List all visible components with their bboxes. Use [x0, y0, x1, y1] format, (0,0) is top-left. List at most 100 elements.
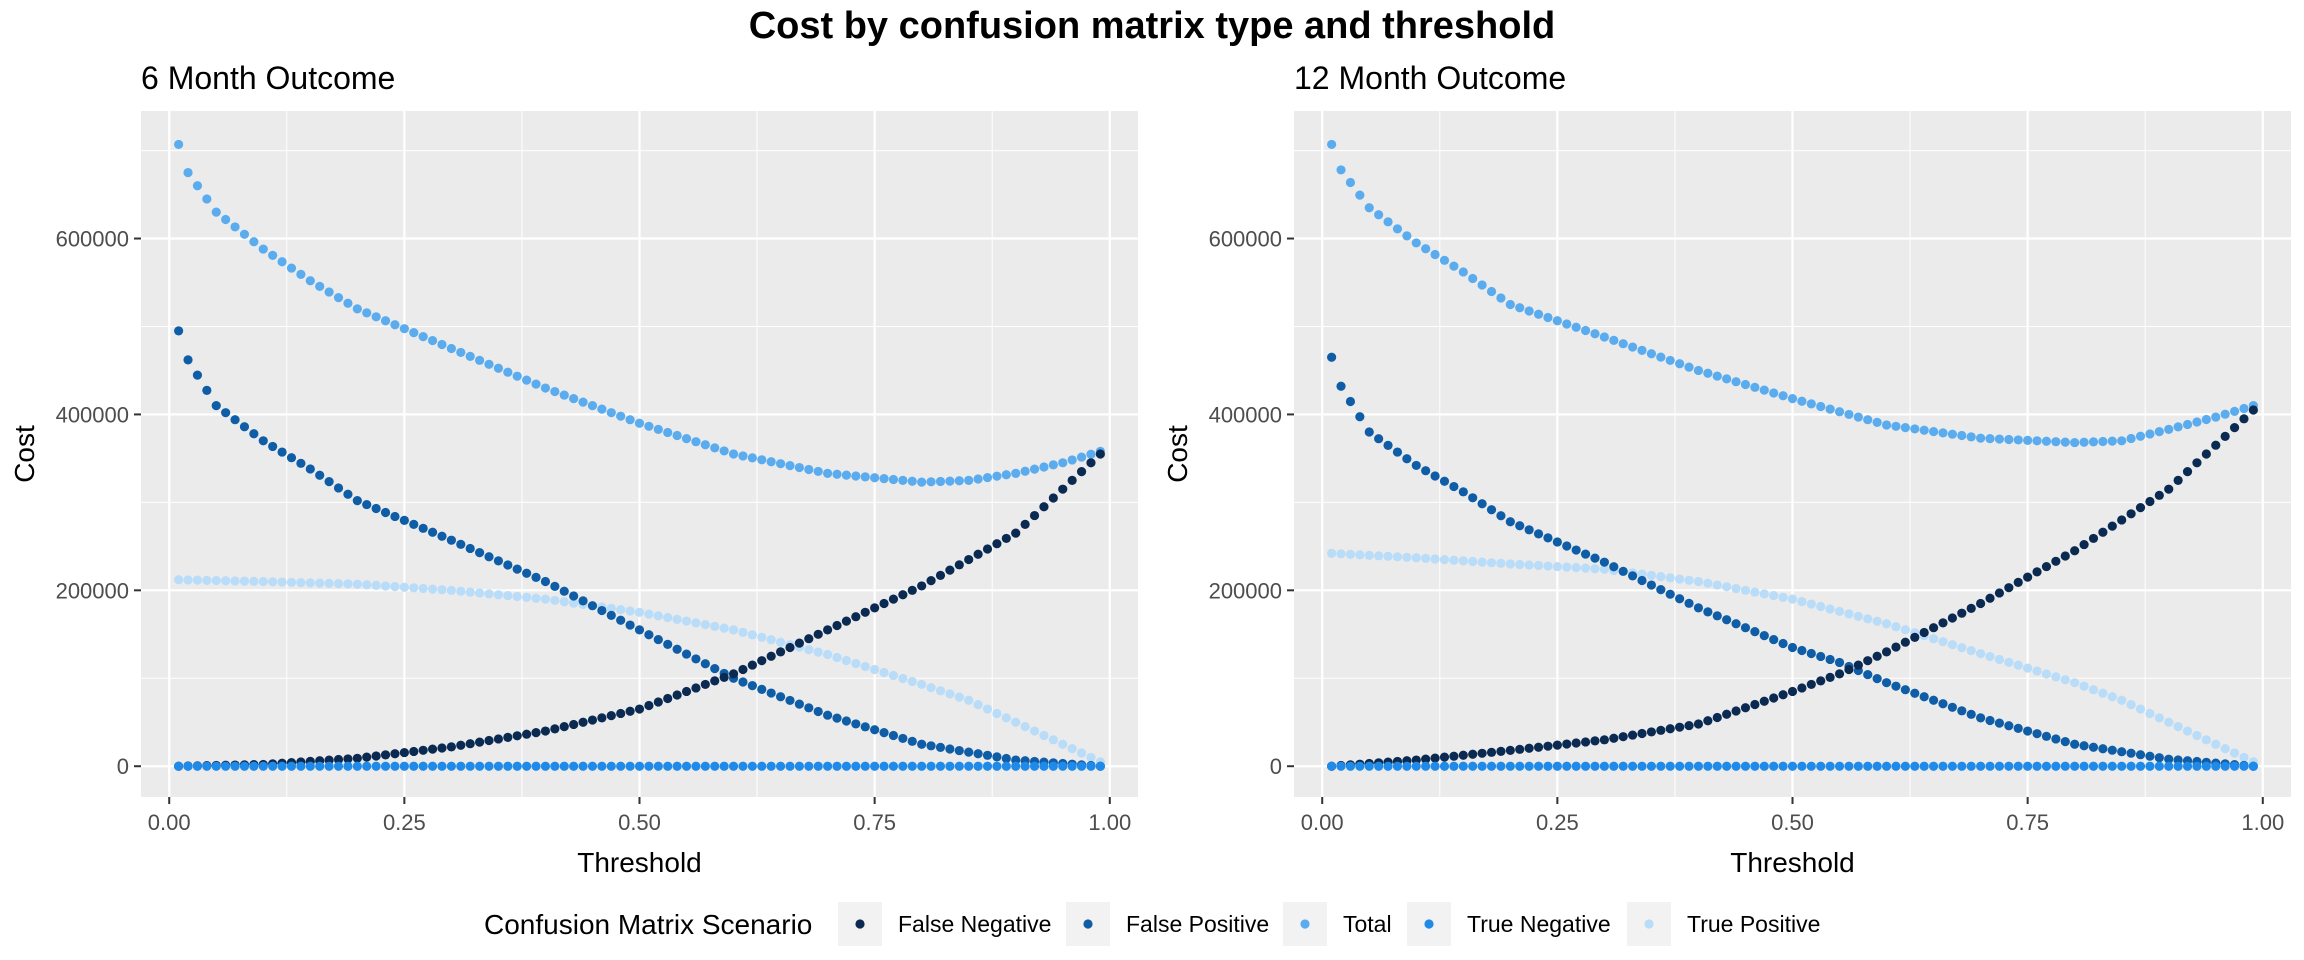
data-point-false-negative — [2173, 475, 2183, 485]
data-point-true-positive — [644, 609, 654, 619]
data-point-total — [2229, 406, 2240, 416]
data-point-false-negative — [418, 745, 428, 755]
data-point-true-negative — [653, 761, 663, 771]
data-point-false-positive — [625, 620, 635, 630]
data-point-total — [2145, 429, 2155, 439]
data-point-true-positive — [333, 579, 344, 589]
data-point-false-positive — [794, 699, 804, 709]
data-point-false-positive — [1505, 517, 1515, 527]
data-point-true-positive — [296, 577, 306, 588]
data-point-total — [286, 263, 297, 273]
series-true-negative — [174, 761, 1105, 771]
data-point-true-positive — [738, 627, 748, 637]
data-point-true-negative — [531, 761, 541, 771]
data-point-false-negative — [973, 549, 983, 559]
data-point-false-negative — [2107, 521, 2117, 531]
data-point-true-negative — [1524, 761, 1534, 771]
data-point-total — [258, 244, 268, 254]
data-point-total — [192, 181, 203, 191]
data-point-false-positive — [192, 370, 203, 380]
data-point-total — [183, 167, 193, 178]
legend-label-true-positive: True Positive — [1687, 911, 1820, 937]
data-point-false-negative — [841, 616, 852, 626]
data-point-false-positive — [2088, 742, 2099, 752]
data-point-false-negative — [1675, 722, 1685, 732]
data-point-false-positive — [437, 531, 447, 541]
data-point-true-negative — [851, 761, 861, 771]
data-point-false-positive — [1825, 654, 1835, 665]
data-point-false-positive — [2164, 754, 2174, 764]
data-point-false-negative — [1524, 743, 1534, 753]
data-point-total — [1029, 464, 1040, 474]
data-point-true-negative — [1515, 761, 1525, 771]
data-point-true-negative — [2079, 761, 2089, 771]
data-point-false-negative — [1947, 613, 1957, 623]
data-point-true-negative — [1919, 761, 1929, 771]
series-total — [1327, 139, 2258, 448]
data-point-total — [550, 386, 560, 397]
data-point-true-positive — [945, 689, 955, 699]
data-point-false-positive — [804, 703, 814, 713]
data-point-false-positive — [1900, 685, 1910, 695]
data-point-total — [841, 470, 852, 480]
data-point-total — [1759, 385, 1769, 395]
data-point-true-negative — [1712, 761, 1722, 771]
data-point-true-negative — [183, 761, 193, 771]
data-point-true-positive — [766, 635, 776, 645]
data-point-true-positive — [907, 676, 917, 687]
data-point-false-negative — [559, 722, 569, 732]
data-point-true-negative — [1421, 761, 1431, 771]
data-point-false-positive — [1759, 631, 1769, 641]
data-point-total — [2211, 412, 2221, 422]
data-point-false-negative — [1684, 720, 1694, 731]
data-point-false-negative — [1599, 735, 1609, 745]
data-point-true-positive — [1966, 646, 1976, 656]
data-point-total — [1665, 355, 1675, 366]
data-point-total — [333, 293, 344, 303]
data-point-true-positive — [456, 586, 466, 596]
data-point-true-negative — [1029, 761, 1040, 771]
data-point-total — [1816, 401, 1826, 412]
data-point-total — [1383, 217, 1393, 227]
data-point-true-positive — [616, 605, 626, 615]
data-point-true-negative — [1383, 761, 1393, 771]
data-point-total — [1618, 339, 1628, 349]
data-point-true-negative — [512, 761, 522, 771]
data-point-true-positive — [286, 577, 297, 587]
data-point-total — [2023, 435, 2033, 445]
data-point-total — [1327, 139, 1337, 150]
data-point-true-negative — [230, 761, 240, 771]
data-point-false-negative — [747, 660, 757, 670]
data-point-true-positive — [1844, 609, 1854, 619]
data-point-true-negative — [1609, 761, 1619, 771]
x-tick-label: 0.25 — [383, 810, 426, 835]
data-point-true-positive — [1458, 556, 1468, 566]
data-point-false-positive — [569, 591, 579, 601]
data-point-true-positive — [2135, 704, 2146, 714]
data-point-false-negative — [333, 754, 344, 765]
data-point-total — [427, 335, 438, 346]
data-point-total — [738, 451, 748, 461]
y-tick-label: 0 — [1270, 754, 1282, 779]
data-point-true-positive — [1039, 730, 1049, 741]
data-point-false-positive — [2126, 748, 2136, 758]
data-point-false-negative — [1750, 699, 1760, 710]
data-point-false-positive — [860, 722, 870, 732]
data-point-false-negative — [493, 734, 504, 744]
data-point-total — [1900, 423, 1910, 433]
data-point-total — [2135, 431, 2146, 441]
data-point-true-negative — [569, 761, 579, 771]
data-point-true-positive — [663, 612, 673, 623]
data-point-true-positive — [1928, 634, 1939, 644]
data-point-total — [710, 443, 720, 453]
data-point-total — [239, 229, 250, 239]
data-point-false-negative — [465, 739, 475, 749]
data-point-true-negative — [1994, 761, 2005, 771]
data-point-false-positive — [522, 568, 532, 578]
data-point-total — [757, 455, 767, 465]
data-point-true-positive — [540, 594, 551, 604]
data-point-true-negative — [493, 761, 504, 771]
data-point-true-negative — [775, 761, 786, 771]
data-point-true-positive — [757, 632, 767, 642]
data-point-true-negative — [888, 761, 899, 771]
